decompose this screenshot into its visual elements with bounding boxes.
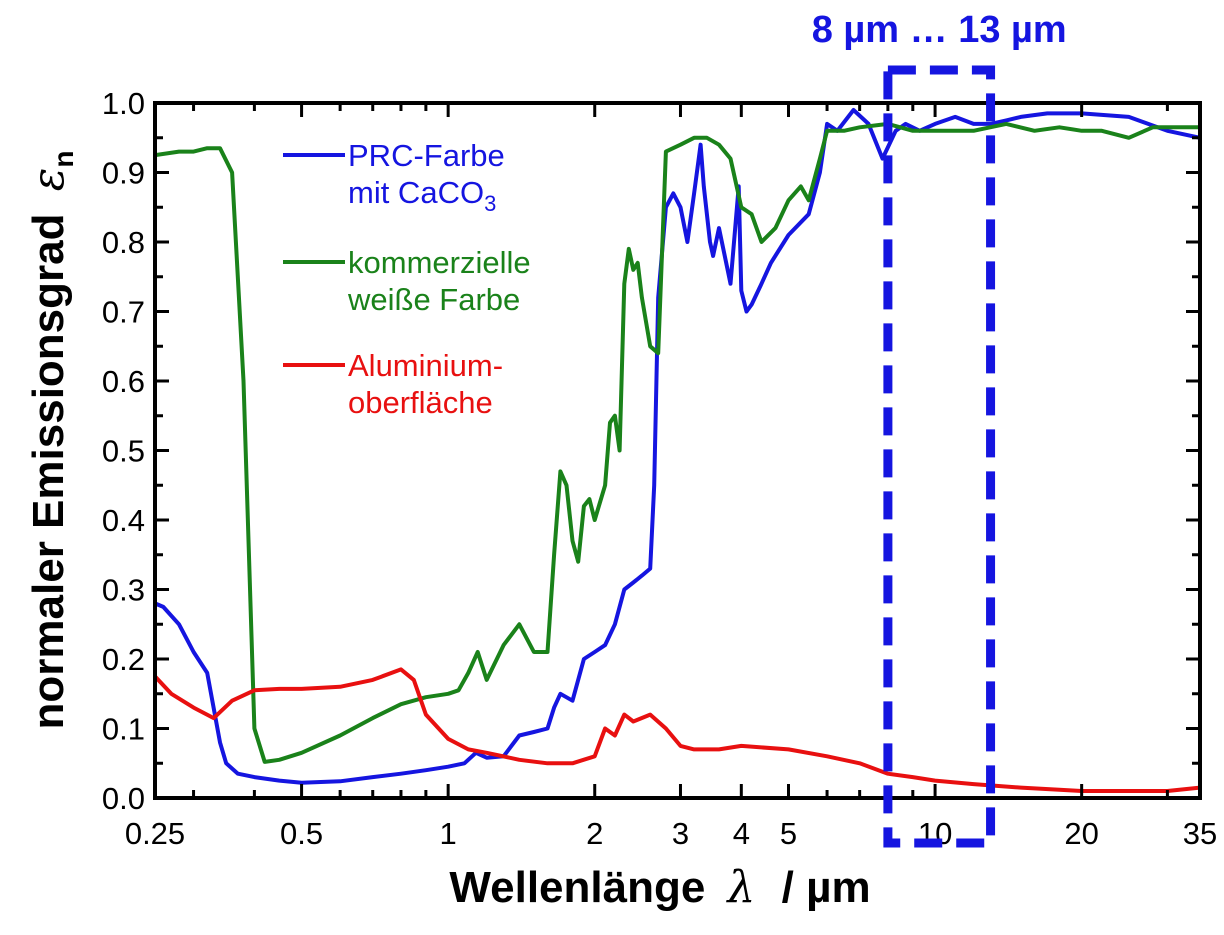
x-tick-label: 4 <box>733 816 750 851</box>
legend-label: PRC-Farbe <box>348 138 505 173</box>
y-tick-label: 0.7 <box>102 295 145 330</box>
series-line-2 <box>155 121 1200 764</box>
x-tick-label: 0.25 <box>125 816 185 851</box>
x-tick-label: 2 <box>586 816 603 851</box>
series-layer <box>155 108 1200 793</box>
x-axis-title: Wellenlänge λ / µm <box>449 862 870 913</box>
x-tick-label: 1 <box>440 816 457 851</box>
plot-frame <box>153 101 1202 800</box>
x-axis-symbol: λ <box>726 862 756 913</box>
y-tick-label: 0.4 <box>102 503 145 538</box>
annotation-range-box <box>883 65 996 848</box>
series-line-1 <box>155 108 1200 785</box>
series-line-3 <box>155 667 1200 793</box>
legend-label: Aluminium- <box>348 348 503 383</box>
x-tick-label: 0.5 <box>280 816 323 851</box>
y-tick-label: 0.5 <box>102 434 145 469</box>
y-axis-symbol: ε <box>23 168 74 192</box>
x-tick-label: 3 <box>672 816 689 851</box>
legend-label-line2: weiße Farbe <box>347 282 520 317</box>
x-axis-label: Wellenlänge <box>449 863 705 912</box>
y-tick-label: 0.9 <box>102 156 145 191</box>
y-tick-label: 1.0 <box>102 86 145 121</box>
legend-label-line2: oberfläche <box>348 385 493 420</box>
y-tick-label: 0.8 <box>102 225 145 260</box>
y-axis-subscript: n <box>48 151 79 168</box>
y-tick-label: 0.2 <box>102 642 145 677</box>
legend-label-line2: mit CaCO3 <box>348 175 496 216</box>
y-axis-title: normaler Emissionsgrad εn <box>23 151 79 730</box>
y-tick-label: 0.1 <box>102 712 145 747</box>
annotation-label: 8 µm … 13 µm <box>812 9 1067 51</box>
y-tick-label: 0.0 <box>102 781 145 816</box>
x-tick-label: 5 <box>780 816 797 851</box>
ticks-layer <box>153 101 1202 800</box>
legend-label: kommerzielle <box>348 245 531 280</box>
x-tick-label: 35 <box>1183 816 1217 851</box>
annotation-layer: 8 µm … 13 µm <box>812 9 1067 848</box>
y-tick-label: 0.6 <box>102 364 145 399</box>
x-tick-label: 20 <box>1064 816 1098 851</box>
x-axis-unit: / µm <box>782 863 871 912</box>
tick-labels: 0.25 0.5 1 2 3 4 5 10 20 350.00.10.20.30.40.50.60… <box>102 86 1217 851</box>
y-tick-label: 0.3 <box>102 573 145 608</box>
y-axis-label: normaler Emissionsgrad <box>24 214 73 730</box>
